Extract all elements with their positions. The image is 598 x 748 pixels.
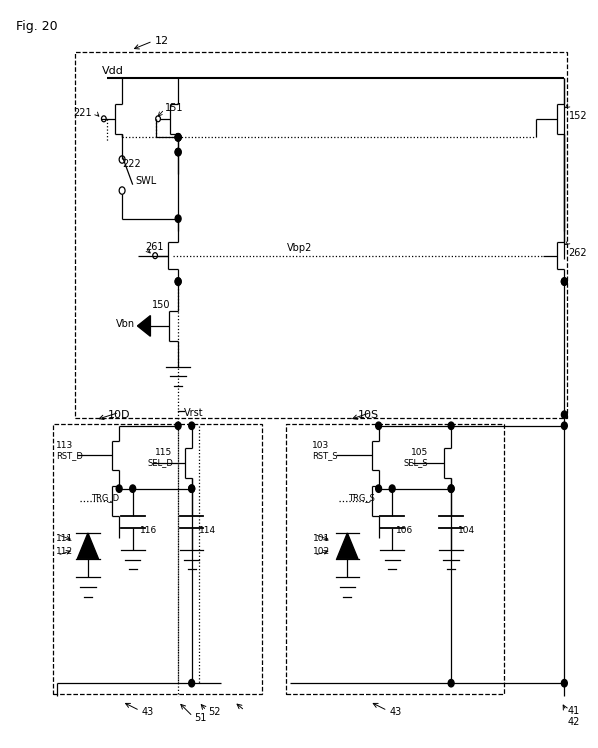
Text: RST_S: RST_S bbox=[312, 451, 338, 460]
Circle shape bbox=[175, 148, 181, 156]
Text: 10S: 10S bbox=[358, 410, 379, 420]
Bar bbox=[286, 423, 504, 693]
Text: 113: 113 bbox=[56, 441, 74, 450]
Text: 43: 43 bbox=[389, 707, 401, 717]
Text: 106: 106 bbox=[396, 527, 414, 536]
Circle shape bbox=[175, 278, 181, 285]
Text: 103: 103 bbox=[312, 441, 329, 450]
Circle shape bbox=[175, 278, 181, 285]
Text: 111: 111 bbox=[56, 534, 74, 544]
Text: 114: 114 bbox=[199, 527, 216, 536]
Circle shape bbox=[562, 679, 568, 687]
Text: 12: 12 bbox=[154, 36, 169, 46]
Text: RST_D: RST_D bbox=[56, 451, 83, 460]
Text: Fig. 20: Fig. 20 bbox=[16, 20, 57, 34]
Text: 43: 43 bbox=[142, 707, 154, 717]
Text: 152: 152 bbox=[569, 111, 587, 121]
Text: 10D: 10D bbox=[108, 410, 130, 420]
Text: Vbn: Vbn bbox=[116, 319, 135, 328]
Circle shape bbox=[448, 485, 454, 492]
Text: 222: 222 bbox=[122, 159, 141, 169]
Text: Vdd: Vdd bbox=[102, 66, 123, 76]
Text: SEL_S: SEL_S bbox=[404, 459, 429, 468]
Text: TRG_S: TRG_S bbox=[348, 493, 375, 502]
Polygon shape bbox=[138, 316, 151, 337]
Circle shape bbox=[175, 134, 181, 141]
Text: Vbp2: Vbp2 bbox=[287, 243, 313, 254]
Circle shape bbox=[130, 485, 136, 492]
Text: 51: 51 bbox=[194, 713, 207, 723]
Text: SEL_D: SEL_D bbox=[148, 459, 173, 468]
Circle shape bbox=[175, 422, 181, 429]
Circle shape bbox=[562, 411, 568, 418]
Polygon shape bbox=[337, 533, 358, 559]
Circle shape bbox=[376, 485, 382, 492]
Text: 116: 116 bbox=[140, 527, 157, 536]
Circle shape bbox=[189, 485, 194, 492]
Text: Vrst: Vrst bbox=[184, 408, 204, 418]
Circle shape bbox=[175, 134, 181, 141]
Text: 104: 104 bbox=[458, 527, 475, 536]
Text: 150: 150 bbox=[151, 300, 170, 310]
Text: 105: 105 bbox=[411, 448, 428, 457]
Text: 115: 115 bbox=[154, 448, 172, 457]
Text: 102: 102 bbox=[313, 547, 330, 556]
Text: 262: 262 bbox=[569, 248, 587, 258]
Text: 41: 41 bbox=[568, 705, 580, 716]
Text: 42: 42 bbox=[568, 717, 580, 726]
Text: 221: 221 bbox=[74, 108, 92, 118]
Text: SWL: SWL bbox=[135, 176, 156, 186]
Text: TRG_D: TRG_D bbox=[91, 493, 120, 502]
Text: 151: 151 bbox=[165, 102, 184, 113]
Text: 52: 52 bbox=[208, 707, 221, 717]
Circle shape bbox=[562, 422, 568, 429]
Circle shape bbox=[189, 679, 194, 687]
Circle shape bbox=[175, 215, 181, 222]
Circle shape bbox=[376, 422, 382, 429]
Text: 261: 261 bbox=[146, 242, 164, 252]
Circle shape bbox=[448, 679, 454, 687]
Polygon shape bbox=[77, 533, 99, 559]
Circle shape bbox=[116, 485, 122, 492]
Circle shape bbox=[562, 278, 568, 285]
Circle shape bbox=[562, 278, 568, 285]
Text: 101: 101 bbox=[313, 534, 331, 544]
Circle shape bbox=[448, 422, 454, 429]
Text: 112: 112 bbox=[56, 547, 73, 556]
Bar bbox=[75, 52, 568, 418]
Bar bbox=[53, 423, 262, 693]
Circle shape bbox=[175, 148, 181, 156]
Circle shape bbox=[189, 422, 194, 429]
Circle shape bbox=[189, 485, 194, 492]
Circle shape bbox=[175, 134, 181, 141]
Circle shape bbox=[448, 485, 454, 492]
Circle shape bbox=[389, 485, 395, 492]
